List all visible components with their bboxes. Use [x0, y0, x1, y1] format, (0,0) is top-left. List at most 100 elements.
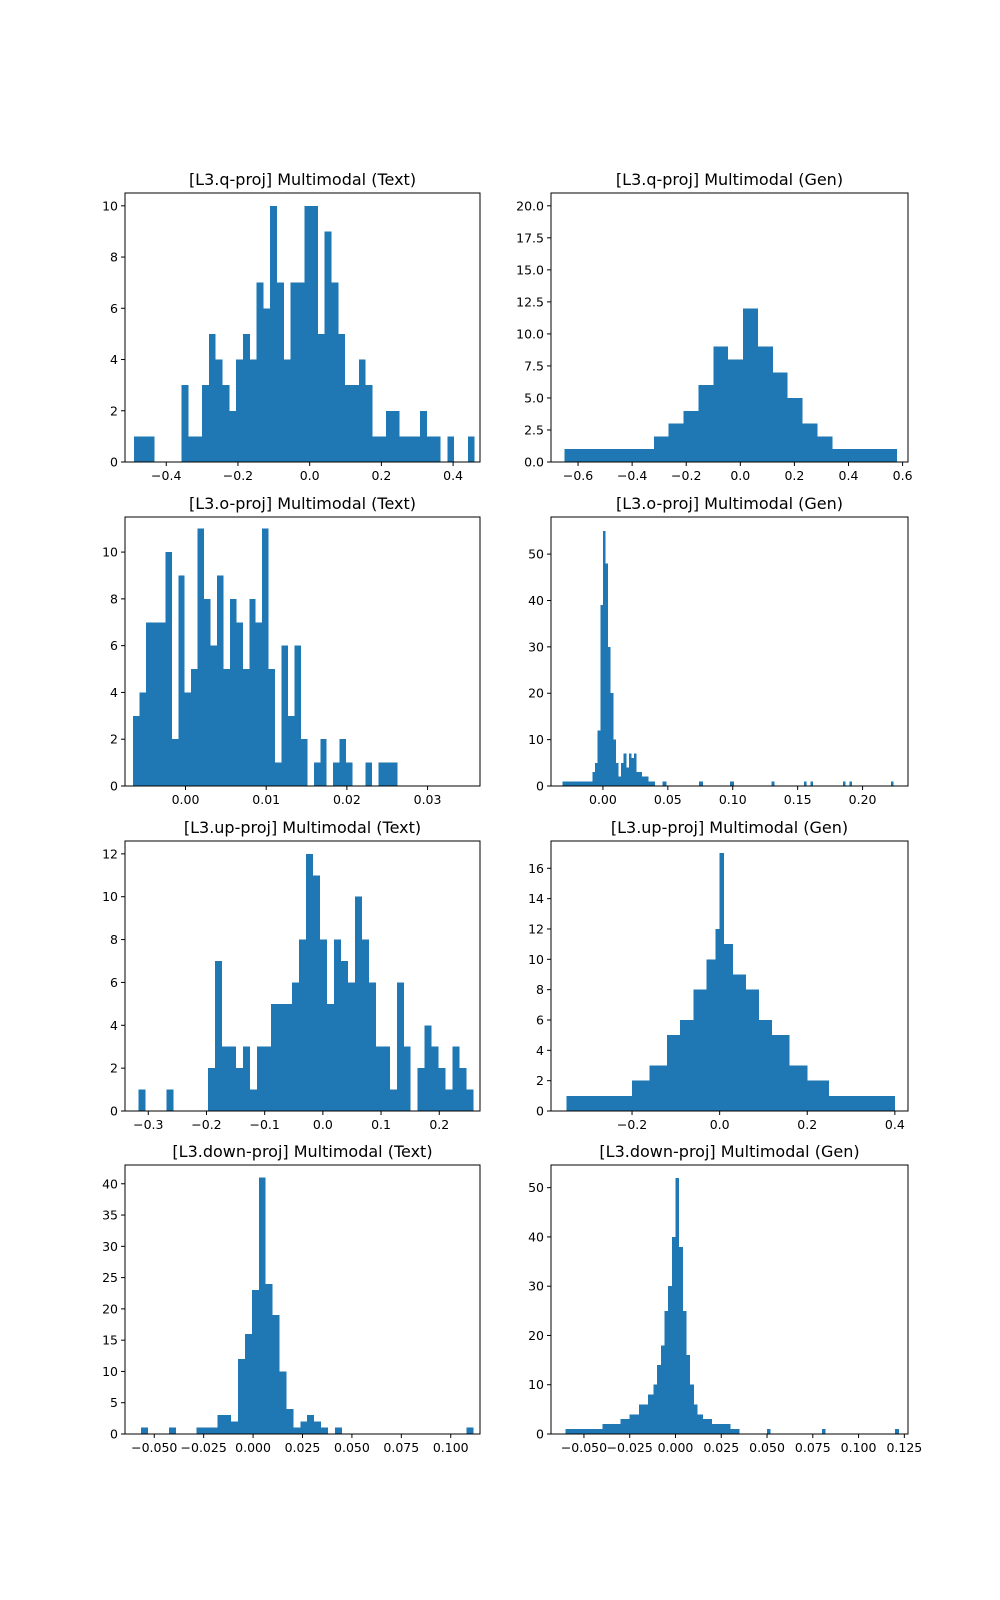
- histogram-bar: [628, 753, 632, 786]
- histogram-bar: [222, 1046, 230, 1111]
- histogram-bar: [265, 1283, 273, 1434]
- histogram-bar: [671, 1236, 676, 1434]
- x-tick-label: 0.4: [443, 468, 463, 483]
- histogram-bar: [693, 989, 707, 1111]
- histogram-bar: [610, 1095, 633, 1111]
- histogram-bar: [178, 575, 185, 786]
- histogram-bar: [609, 449, 625, 462]
- histogram-bar: [222, 385, 230, 462]
- x-tick-label: 0.02: [333, 792, 361, 807]
- x-tick-label: −0.025: [181, 1440, 227, 1455]
- histogram-bar: [396, 982, 404, 1111]
- histogram-bar: [772, 372, 788, 462]
- y-tick-label: 8: [110, 932, 118, 947]
- histogram-bar: [229, 598, 237, 786]
- histogram-bar: [621, 762, 624, 786]
- x-tick-label: 0.00: [172, 792, 200, 807]
- histogram-bar: [636, 772, 642, 786]
- histogram-bar: [210, 1427, 218, 1434]
- histogram-bar: [271, 1003, 279, 1111]
- histogram-bar: [648, 781, 655, 786]
- histogram-bar: [320, 739, 327, 786]
- x-tick-label: −0.4: [151, 468, 181, 483]
- histogram-bar: [333, 762, 340, 786]
- histogram-bar: [664, 1310, 669, 1434]
- histogram-bar: [275, 762, 282, 786]
- y-tick-label: 8: [536, 982, 544, 997]
- histogram-bar: [566, 1095, 589, 1111]
- y-tick-label: 14: [528, 891, 544, 906]
- y-tick-label: 20: [528, 1328, 544, 1343]
- histogram-bar: [832, 449, 848, 462]
- histogram-bar: [466, 1427, 474, 1434]
- histogram-bar: [565, 1429, 584, 1434]
- histogram-bar: [263, 308, 271, 462]
- x-tick-label: −0.4: [617, 468, 647, 483]
- x-tick-label: 0.03: [414, 792, 442, 807]
- x-tick-label: −0.6: [563, 468, 593, 483]
- plot-frame: [124, 192, 481, 463]
- histogram-bar: [562, 781, 593, 786]
- histogram-bar: [431, 1046, 439, 1111]
- histogram-bar: [339, 739, 347, 786]
- histogram-bar: [715, 928, 720, 1111]
- histogram-bar: [141, 1427, 149, 1434]
- x-tick-label: 0.050: [749, 1440, 785, 1455]
- y-tick-label: 2.5: [524, 422, 544, 437]
- y-tick-label: 20: [102, 1301, 118, 1316]
- chart-panel-5: −0.3 −0.2 −0.1 0.0 0.1 0.2 0 2 4 6 8 10 12 [L3.up-pro…: [102, 818, 481, 1132]
- histogram-bar: [311, 205, 318, 463]
- histogram-bar: [657, 1365, 661, 1434]
- histogram-bar: [258, 1177, 266, 1434]
- x-tick-label: 0.000: [658, 1440, 694, 1455]
- histogram-bar: [638, 449, 654, 462]
- histogram-bar: [326, 1003, 334, 1111]
- histogram-bar: [365, 385, 373, 462]
- histogram-bar: [133, 436, 141, 462]
- histogram-bar: [438, 1068, 446, 1111]
- histogram-bar: [191, 669, 198, 786]
- histogram-bar: [255, 622, 263, 786]
- histogram-bar: [166, 1089, 174, 1111]
- y-tick-label: 0: [536, 1104, 544, 1119]
- histogram-bar: [334, 1427, 342, 1434]
- x-tick-label: −0.1: [249, 1117, 279, 1132]
- y-tick-label: 6: [110, 975, 118, 990]
- histogram-bar: [389, 1089, 397, 1111]
- histogram-bar: [610, 693, 614, 786]
- histogram-bar: [307, 1415, 315, 1434]
- histogram-bar: [406, 436, 414, 462]
- histogram-bar: [238, 1358, 245, 1434]
- histogram-bar: [600, 605, 603, 786]
- histogram-bar: [270, 205, 278, 463]
- histogram-bar: [686, 1355, 691, 1434]
- histogram-bar: [300, 739, 308, 786]
- chart-title: [L3.o-proj] Multimodal (Gen): [616, 494, 843, 513]
- histogram-bar: [634, 753, 637, 786]
- histogram-bar: [767, 1429, 771, 1434]
- x-tick-label: 0.100: [841, 1440, 877, 1455]
- histogram-bar: [632, 1080, 650, 1111]
- chart-title: [L3.up-proj] Multimodal (Gen): [611, 818, 848, 837]
- histogram-bar: [620, 1419, 630, 1434]
- histogram-bar: [690, 1384, 694, 1434]
- histogram-bar: [629, 1414, 639, 1434]
- y-tick-label: 15: [102, 1333, 118, 1348]
- y-tick-label: 2: [110, 732, 118, 747]
- histogram-bar: [713, 346, 729, 462]
- histogram-bar: [605, 563, 609, 786]
- y-tick-label: 10: [102, 545, 118, 560]
- histogram-bar: [641, 776, 649, 786]
- histogram-bar: [675, 1177, 680, 1434]
- x-tick-label: 0.0: [300, 468, 320, 483]
- y-tick-label: 8: [110, 250, 118, 265]
- x-tick-label: 0.0: [313, 1117, 333, 1132]
- y-tick-label: 10: [528, 952, 544, 967]
- histogram-bar: [196, 1427, 204, 1434]
- y-tick-label: 10: [102, 889, 118, 904]
- histogram-bar: [204, 598, 211, 786]
- histogram-bar: [208, 333, 216, 462]
- y-tick-label: 10.0: [516, 326, 544, 341]
- histogram-bar: [579, 449, 595, 462]
- histogram-bar: [862, 449, 877, 462]
